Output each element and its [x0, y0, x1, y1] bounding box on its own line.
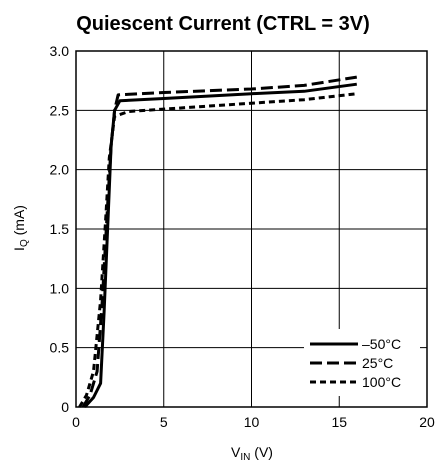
tick-labels: 0 5 10 15 20 0 0.5 1.0 1.5 2.0 2.5 3.0: [50, 43, 435, 430]
y-tick-label: 1.0: [50, 280, 70, 296]
x-tick-label: 5: [160, 414, 168, 430]
y-axis-label-main: I: [11, 247, 27, 251]
x-axis-label-unit: (V): [250, 444, 273, 460]
x-tick-label: 20: [419, 414, 435, 430]
legend-label-1: –50°C: [362, 336, 401, 352]
y-tick-label: 1.5: [50, 221, 70, 237]
y-axis-label-sub: Q: [19, 239, 30, 247]
legend: –50°C 25°C 100°C: [304, 329, 420, 396]
y-tick-label: 2.5: [50, 102, 70, 118]
plot-frame: [75, 50, 428, 408]
y-tick-label: 3.0: [50, 43, 70, 59]
grid: [76, 51, 427, 407]
x-tick-label: 0: [72, 414, 80, 430]
series-lines: [78, 75, 358, 409]
y-tick-label: 0: [61, 399, 69, 415]
legend-label-3: 100°C: [362, 374, 401, 390]
legend-box: [304, 329, 420, 396]
y-axis-label: IQ (mA): [11, 205, 30, 251]
x-tick-label: 10: [244, 414, 260, 430]
y-tick-label: 2.0: [50, 162, 70, 178]
series-line-3: [78, 92, 357, 408]
x-tick-label: 15: [331, 414, 347, 430]
y-tick-label: 0.5: [50, 340, 70, 356]
x-axis-label: VIN (V): [231, 444, 273, 463]
legend-label-2: 25°C: [362, 355, 393, 371]
x-axis-label-sub: IN: [240, 452, 250, 463]
y-axis-label-unit: (mA): [11, 205, 27, 239]
chart-title: Quiescent Current (CTRL = 3V): [76, 13, 370, 35]
x-axis-label-main: V: [231, 444, 241, 460]
